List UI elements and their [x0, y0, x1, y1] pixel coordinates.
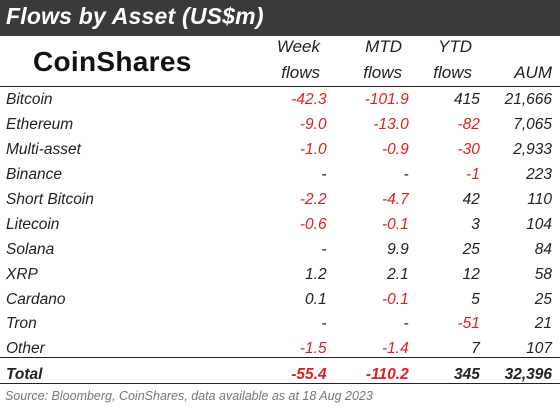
aum-cell: 58 — [534, 265, 552, 283]
ytd-cell: -30 — [457, 141, 480, 159]
asset-name: Cardano — [6, 290, 66, 308]
table-row: Binance - - -1 223 — [0, 163, 560, 188]
ytd-cell: 42 — [462, 191, 480, 208]
ytd-cell: 415 — [453, 91, 480, 109]
aum-cell: 21 — [534, 315, 552, 333]
asset-name: XRP — [6, 265, 38, 283]
header-ytd-line1: YTD — [438, 37, 472, 56]
ytd-cell: 345 — [453, 366, 480, 384]
mtd-cell: -0.9 — [382, 141, 409, 159]
mtd-cell: - — [403, 315, 409, 333]
table-row: Solana - 9.9 25 84 — [0, 237, 560, 262]
bottom-divider — [0, 383, 560, 384]
aum-cell: 25 — [534, 290, 552, 308]
week-cell: 1.2 — [305, 265, 327, 283]
week-cell: -55.4 — [291, 366, 327, 384]
table-row: Short Bitcoin -2.2 -4.7 42 110 — [0, 188, 560, 213]
asset-name: Ethereum — [6, 116, 74, 134]
mtd-cell: 2.1 — [387, 265, 409, 283]
title-bar: Flows by Asset (US$m) — [0, 0, 560, 36]
aum-cell: 223 — [526, 166, 552, 184]
asset-name: Total — [6, 366, 43, 384]
ytd-cell: -82 — [457, 116, 480, 134]
table-title: Flows by Asset (US$m) — [6, 3, 264, 29]
aum-cell: 32,396 — [504, 366, 552, 384]
asset-name: Solana — [6, 240, 55, 258]
table-row: Multi-asset -1.0 -0.9 -30 2,933 — [0, 138, 560, 163]
ytd-cell: 3 — [471, 215, 480, 233]
mtd-cell: -0.1 — [382, 215, 409, 233]
asset-name: Short Bitcoin — [6, 191, 94, 208]
header-mtd-line1: MTD — [365, 37, 402, 56]
ytd-cell: 25 — [462, 240, 480, 258]
week-cell: - — [321, 315, 327, 333]
ytd-cell: 5 — [471, 290, 480, 308]
aum-cell: 107 — [526, 340, 552, 358]
mtd-cell: -110.2 — [365, 366, 409, 384]
total-row: Total -55.4 -110.2 345 32,396 — [0, 362, 560, 389]
coinshares-logo: CoinShares — [33, 46, 192, 77]
aum-cell: 84 — [534, 240, 552, 258]
table-row: Tron - - -51 21 — [0, 312, 560, 337]
week-cell: -42.3 — [291, 91, 327, 109]
aum-cell: 104 — [526, 215, 552, 233]
mtd-cell: 9.9 — [387, 240, 409, 258]
mtd-cell: -101.9 — [364, 91, 409, 109]
week-cell: - — [321, 240, 327, 258]
flows-table: Bitcoin -42.3 -101.9 415 21,666 Ethereum -9.0 -… — [0, 88, 560, 389]
asset-name: Litecoin — [6, 215, 60, 233]
week-cell: - — [321, 166, 327, 184]
mtd-cell: - — [403, 166, 409, 184]
table-row: Cardano 0.1 -0.1 5 25 — [0, 287, 560, 312]
mtd-cell: -4.7 — [382, 191, 409, 208]
week-cell: -1.5 — [299, 340, 327, 358]
source-note: Source: Bloomberg, CoinShares, data avai… — [5, 389, 373, 403]
aum-cell: 7,065 — [513, 116, 552, 134]
table-row: Litecoin -0.6 -0.1 3 104 — [0, 212, 560, 237]
table-row: XRP 1.2 2.1 12 58 — [0, 262, 560, 287]
header-week-line1: Week — [276, 37, 320, 56]
header-week-line2: flows — [281, 63, 320, 82]
asset-name: Binance — [6, 166, 63, 184]
week-cell: -0.6 — [299, 215, 327, 233]
total-divider — [0, 357, 560, 358]
table-row: Bitcoin -42.3 -101.9 415 21,666 — [0, 88, 560, 113]
aum-cell: 110 — [527, 191, 552, 208]
aum-cell: 21,666 — [504, 91, 552, 109]
header-mtd-line2: flows — [363, 63, 402, 82]
header-ytd-line2: flows — [433, 63, 472, 82]
header-aum: AUM — [514, 63, 552, 82]
aum-cell: 2,933 — [513, 141, 552, 159]
asset-name: Bitcoin — [6, 91, 53, 109]
ytd-cell: 12 — [462, 265, 480, 283]
ytd-cell: -1 — [466, 166, 480, 184]
mtd-cell: -1.4 — [382, 340, 409, 358]
week-cell: -1.0 — [299, 141, 327, 159]
asset-name: Tron — [6, 315, 37, 333]
ytd-cell: 7 — [471, 340, 480, 358]
week-cell: 0.1 — [305, 290, 327, 308]
table-row: Ethereum -9.0 -13.0 -82 7,065 — [0, 113, 560, 138]
mtd-cell: -0.1 — [382, 290, 409, 308]
week-cell: -9.0 — [299, 116, 327, 134]
ytd-cell: -51 — [457, 315, 480, 333]
asset-name: Other — [6, 340, 45, 358]
table-row: Other -1.5 -1.4 7 107 — [0, 337, 560, 362]
header-divider — [0, 86, 560, 87]
week-cell: -2.2 — [299, 191, 327, 208]
asset-name: Multi-asset — [6, 141, 81, 159]
mtd-cell: -13.0 — [373, 116, 409, 134]
table-header: CoinShares Week flows MTD flows YTD flow… — [0, 36, 560, 86]
